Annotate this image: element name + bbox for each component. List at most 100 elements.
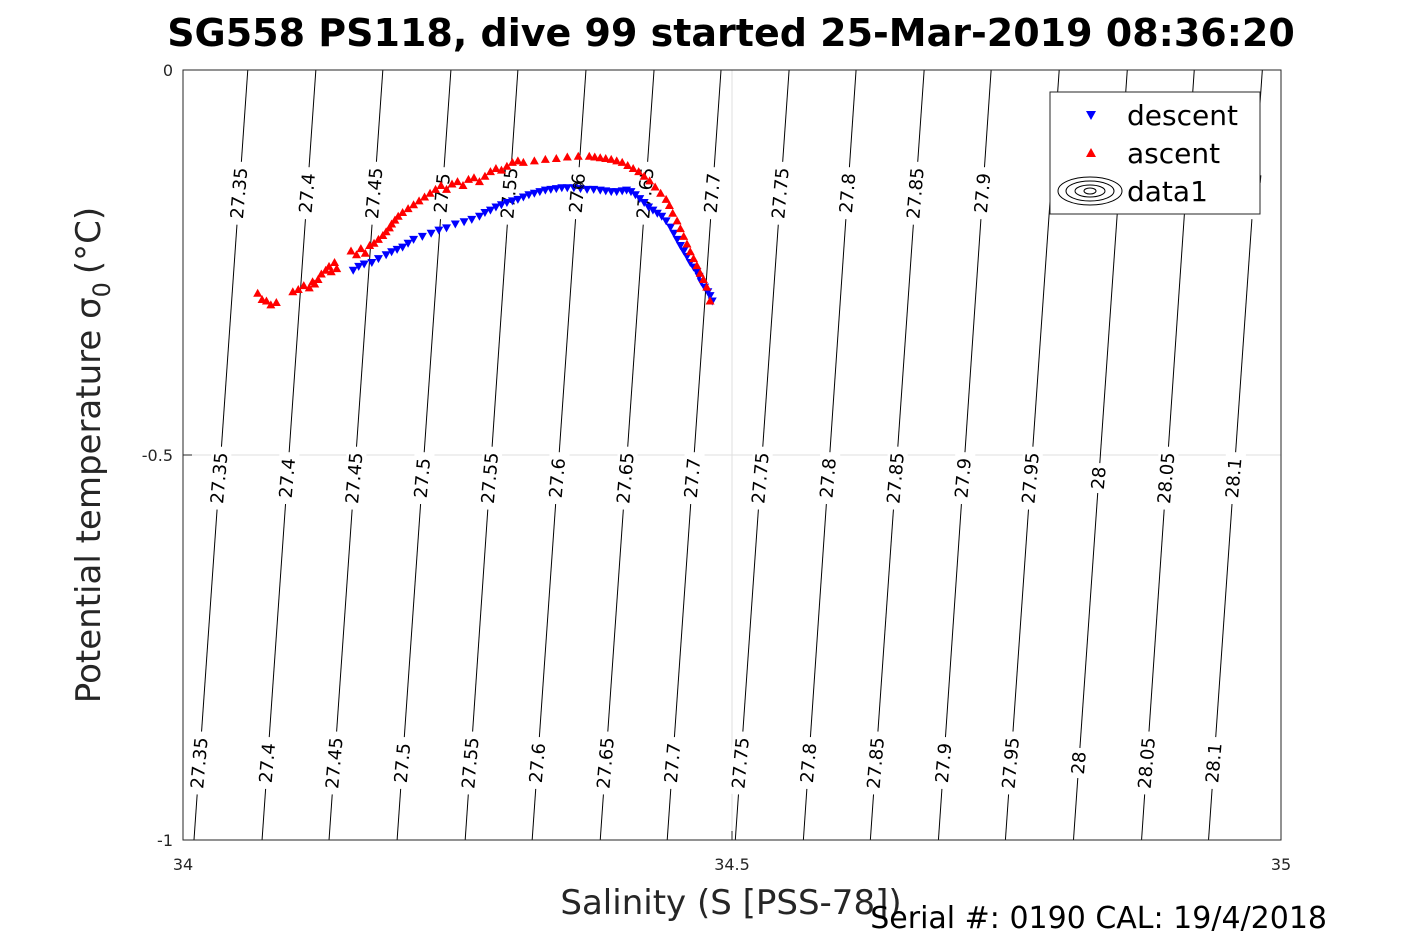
descent-point: [582, 185, 592, 194]
legend-box: [1049, 91, 1261, 215]
contour-label-background: [700, 166, 725, 220]
contour-label: 27.75: [767, 160, 794, 226]
descent-point: [639, 198, 649, 207]
contour-label-background: [931, 736, 956, 790]
contour-label-background: [410, 451, 435, 505]
descent-point: [535, 188, 545, 197]
ascent-point: [360, 248, 370, 257]
ascent-point: [573, 151, 583, 160]
descent-point: [507, 197, 517, 206]
ascent-point: [326, 267, 336, 276]
contour-label: 27.6: [565, 166, 590, 220]
contour-label: 27.6: [545, 451, 570, 505]
contour-label-text: 27.85: [883, 452, 908, 505]
contour-label: 27.9: [931, 736, 956, 790]
contour-label-background: [660, 736, 685, 790]
descent-point: [392, 245, 402, 254]
contour-label-text: 27.55: [478, 452, 503, 505]
contour-label-background: [767, 160, 794, 226]
ascent-point: [698, 274, 708, 283]
descent-point: [705, 292, 715, 301]
descent-point: [373, 255, 383, 264]
contour-label-text: 27.5: [391, 742, 415, 784]
contour-label-text: 27.4: [296, 172, 320, 214]
contour-label-text: 27.85: [903, 167, 928, 220]
descent-point: [480, 208, 490, 217]
ascent-point: [496, 165, 506, 174]
ascent-point: [271, 298, 281, 307]
descent-point: [657, 212, 667, 221]
contour-label: 27.85: [882, 445, 909, 511]
descent-point: [675, 242, 685, 251]
contour-label-background: [1017, 445, 1044, 511]
ascent-point: [612, 156, 622, 165]
descent-point: [652, 209, 662, 218]
contour-label-text: 27.7: [701, 172, 725, 214]
contour-label: 27.45: [341, 445, 368, 511]
descent-point: [387, 248, 397, 257]
contour-label: 27.9: [970, 166, 995, 220]
ascent-point: [668, 208, 678, 217]
contour-label-background: [457, 730, 484, 796]
descent-point: [426, 229, 436, 238]
ascent-point: [672, 216, 682, 225]
contour-label-background: [275, 451, 300, 505]
ascent-point: [513, 156, 523, 165]
ascent-point: [447, 179, 457, 188]
serial-cal-footer: Serial #: 0190 CAL: 19/4/2018: [870, 901, 1327, 936]
legend-data1-marker: [1057, 176, 1123, 206]
contour-label-background: [226, 160, 252, 226]
contour-label: 27.95: [998, 730, 1024, 796]
ascent-point: [628, 164, 638, 173]
y-axis-label-unit: (°C): [69, 207, 109, 274]
descent-point: [491, 203, 501, 212]
ascent-point: [679, 231, 689, 240]
ascent-point: [518, 157, 528, 166]
contour-label: 27.5: [410, 451, 435, 505]
contour-label-text: 27.45: [322, 736, 347, 789]
descent-point: [359, 260, 369, 269]
ascent-point: [529, 156, 539, 165]
ascent-point: [601, 154, 611, 163]
contour-label: 28.05: [1134, 730, 1160, 796]
ascent-point: [590, 152, 600, 161]
contour-label-background: [477, 445, 503, 511]
ascent-point: [431, 184, 441, 193]
contour-label-text: 27.6: [546, 457, 570, 499]
descent-point: [692, 268, 702, 277]
contour-label-background: [796, 736, 821, 790]
ascent-point: [330, 258, 340, 266]
contour-label-text: 27.35: [207, 452, 232, 505]
contour-label-text: 27.85: [864, 736, 889, 789]
ascent-point: [425, 188, 435, 197]
contour-label: 27.35: [186, 730, 213, 796]
ascent-point: [595, 153, 605, 162]
ascent-point: [293, 284, 303, 293]
contour-label: 27.65: [612, 445, 639, 511]
ascent-point: [414, 196, 424, 205]
legend-descent-marker: [1086, 111, 1096, 120]
contour-label-text: 27.35: [187, 736, 212, 789]
descent-point: [434, 226, 444, 235]
contour-label: 27.75: [747, 445, 774, 511]
descent-point: [485, 206, 495, 215]
ascent-point: [351, 250, 361, 259]
descent-point: [644, 203, 654, 212]
descent-point: [540, 186, 550, 195]
descent-point: [348, 266, 358, 275]
ascent-point: [299, 281, 309, 290]
contour-label: 27.85: [863, 730, 889, 796]
ascent-point: [639, 171, 649, 180]
ascent-point: [398, 207, 408, 216]
ascent-point: [453, 177, 462, 186]
contour-label-text: 28.05: [1154, 452, 1179, 505]
contour-label-background: [206, 445, 232, 511]
density-contour-labels: 27.35 27.4 27.45 27.5 27.55 27.6 27.65 27.7 27.7…: [186, 160, 1266, 796]
ascent-point: [304, 283, 314, 292]
ascent-point: [403, 204, 413, 213]
contour-label-text: 27.4: [256, 742, 280, 784]
contour-label-background: [1134, 730, 1160, 796]
contour-label-background: [1067, 747, 1091, 779]
ascent-point: [502, 161, 512, 170]
